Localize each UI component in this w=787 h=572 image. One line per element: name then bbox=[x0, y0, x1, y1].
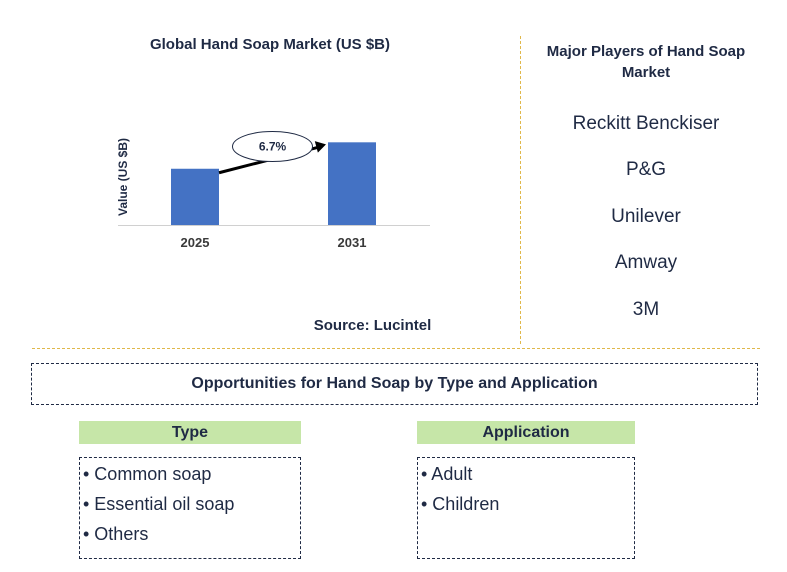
chart-title: Global Hand Soap Market (US $B) bbox=[149, 36, 391, 53]
bar-2025 bbox=[171, 168, 219, 225]
players-title: Major Players of Hand Soap Market bbox=[546, 43, 746, 81]
player-item: 3M bbox=[632, 299, 660, 320]
x-tick-label: 2031 bbox=[338, 235, 367, 250]
vertical-divider bbox=[520, 36, 521, 344]
player-item: Unilever bbox=[611, 206, 681, 227]
type-item: • Essential oil soap bbox=[83, 494, 235, 514]
horizontal-divider bbox=[32, 348, 760, 349]
cagr-label: 6.7% bbox=[259, 140, 287, 154]
type-list: • Common soap • Essential oil soap • Oth… bbox=[79, 457, 301, 559]
bar-2031 bbox=[328, 142, 376, 225]
type-item: • Common soap bbox=[83, 464, 212, 484]
source-label: Source: Lucintel bbox=[313, 317, 432, 334]
bar-chart: Value (US $B) 2025 2031 6.7% bbox=[116, 131, 430, 250]
type-item: • Others bbox=[83, 524, 149, 544]
cagr-ellipse bbox=[232, 131, 313, 163]
application-list: • Adult • Children bbox=[417, 457, 635, 559]
application-item: • Adult bbox=[421, 464, 473, 484]
x-tick-label: 2025 bbox=[181, 235, 210, 250]
player-item: Reckitt Benckiser bbox=[572, 113, 720, 134]
type-header: Type bbox=[79, 421, 301, 444]
growth-arrow-head bbox=[314, 141, 326, 153]
player-item: Amway bbox=[614, 252, 678, 273]
application-item: • Children bbox=[421, 494, 500, 514]
application-header: Application bbox=[417, 421, 635, 444]
opportunities-title: Opportunities for Hand Soap by Type and … bbox=[31, 363, 758, 405]
player-item: P&G bbox=[625, 159, 667, 180]
y-axis-label: Value (US $B) bbox=[116, 138, 130, 216]
